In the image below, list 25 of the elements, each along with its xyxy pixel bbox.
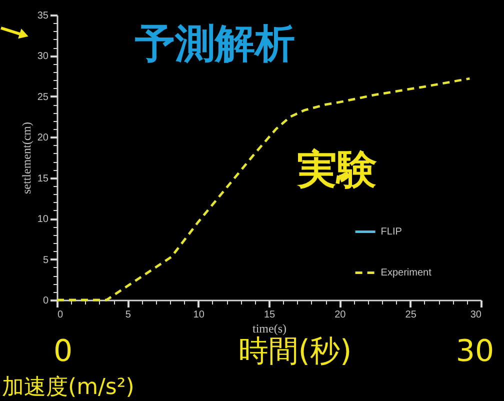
- legend-label: FLIP: [380, 226, 402, 238]
- annotation: 実験: [296, 147, 377, 193]
- y-tick-label: 10: [37, 214, 49, 226]
- x-tick-label: 10: [193, 310, 205, 320]
- x-tick-label: 5: [125, 310, 132, 320]
- y-tick-label: 35: [37, 10, 49, 22]
- y-tick-label: 25: [37, 92, 49, 103]
- y-axis-title: settlement(cm): [19, 122, 34, 194]
- text: 30: [456, 334, 494, 369]
- text: 加速度(m/s²): [2, 375, 134, 400]
- x-tick-label: 0: [58, 310, 64, 320]
- x-tick-label: 30: [470, 310, 482, 320]
- x-tick-label: 15: [264, 310, 276, 320]
- x-tick-label: 20: [334, 310, 346, 320]
- y-tick-label: 30: [37, 51, 49, 62]
- text: 時間(秒): [238, 334, 352, 369]
- x-axis-title: time(s): [252, 322, 286, 336]
- y-tick-label: 0: [42, 296, 49, 306]
- legend-label: Experiment: [380, 268, 432, 279]
- line-series: [56, 77, 471, 302]
- x-tick-label: 25: [405, 310, 417, 320]
- y-tick-label: 15: [37, 173, 49, 184]
- y-tick-label: 20: [37, 132, 49, 144]
- annotation: 予測解析: [134, 21, 295, 67]
- y-tick-label: 5: [42, 254, 49, 266]
